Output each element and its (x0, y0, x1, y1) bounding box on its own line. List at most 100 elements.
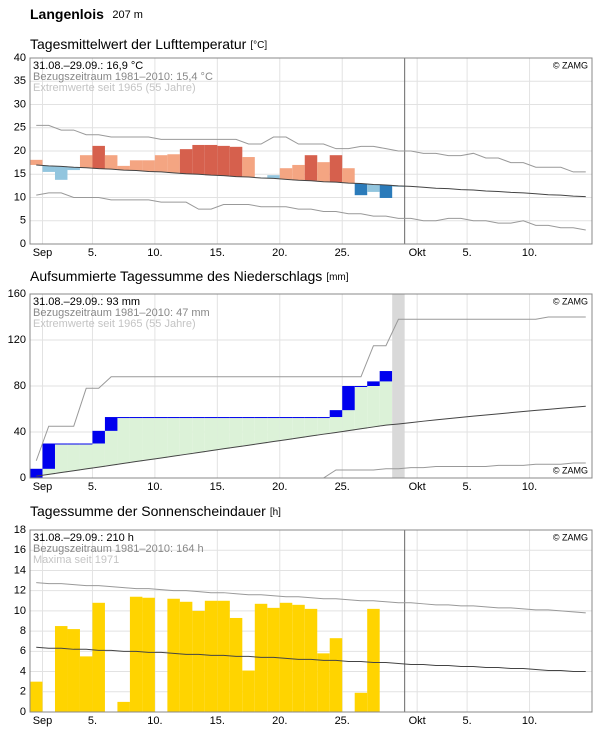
anomaly-area (179, 417, 193, 455)
y-tick-label: 5 (20, 215, 26, 227)
daily-increment (317, 417, 330, 419)
bar (217, 600, 230, 712)
daily-increment (254, 417, 268, 419)
daily-increment (79, 443, 93, 445)
daily-increment (329, 410, 343, 418)
daily-increment (267, 417, 280, 419)
x-tick-label: 10. (147, 715, 162, 727)
anomaly-bar (42, 165, 55, 172)
anomaly-bar (104, 155, 118, 170)
normal-line (36, 646, 586, 673)
y-tick-label: 80 (14, 380, 26, 392)
bar (229, 617, 243, 712)
y-tick-label: 40 (14, 52, 26, 64)
bar (179, 601, 193, 712)
y-tick-label: 15 (14, 168, 26, 180)
credit: © ZAMG (553, 296, 588, 306)
x-tick-label: 5. (88, 247, 97, 259)
y-tick-label: 40 (14, 426, 26, 438)
anomaly-area (317, 417, 330, 435)
anomaly-bar (79, 155, 93, 168)
y-tick-label: 20 (14, 145, 26, 157)
info-text: 31.08.–29.09.: 16,9 °C (33, 60, 143, 72)
anomaly-area (229, 417, 243, 447)
anomaly-bar (54, 166, 68, 180)
y-tick-label: 16 (14, 544, 26, 556)
panel-title-text: Tagessumme der Sonnenscheindauer (30, 503, 266, 519)
x-tick-label: 20. (272, 247, 287, 259)
daily-increment (179, 417, 193, 419)
daily-increment (367, 381, 380, 386)
info-text: Bezugszeitraum 1981–2010: 15,4 °C (33, 71, 213, 83)
extreme-max-line (36, 582, 586, 614)
bar (354, 692, 368, 712)
anomaly-area (354, 386, 368, 429)
x-tick-label: Sep (33, 481, 53, 493)
anomaly-bar (204, 144, 218, 176)
x-tick-label: 15. (210, 481, 225, 493)
x-tick-label: Sep (33, 715, 53, 727)
y-tick-label: 10 (14, 191, 26, 203)
x-tick-label: 25. (335, 247, 350, 259)
daily-increment (142, 417, 155, 419)
bar (267, 607, 280, 712)
x-tick-label: 5. (88, 715, 97, 727)
y-tick-label: 160 (8, 288, 26, 300)
daily-increment (292, 417, 305, 419)
info-text: Bezugszeitraum 1981–2010: 164 h (33, 543, 204, 555)
credit: © ZAMG (553, 465, 588, 475)
bar (67, 629, 80, 712)
x-tick-label: 5. (463, 481, 472, 493)
bar (254, 603, 268, 712)
y-tick-label: 30 (14, 98, 26, 110)
daily-increment (104, 417, 118, 431)
anomaly-bar (30, 159, 43, 165)
bar (329, 638, 343, 712)
anomaly-area (142, 417, 155, 460)
y-tick-label: 12 (14, 585, 26, 597)
anomaly-area (267, 417, 280, 442)
plot-frame (29, 529, 593, 713)
daily-increment (129, 417, 143, 419)
panel-unit: [°C] (250, 40, 267, 51)
normal-line (36, 164, 586, 198)
info-text: Bezugszeitraum 1981–2010: 47 mm (33, 307, 210, 319)
anomaly-bar (367, 184, 380, 192)
station-elevation: 207 m (112, 9, 143, 21)
y-tick-label: 25 (14, 122, 26, 134)
bar (30, 681, 43, 712)
daily-increment (154, 417, 168, 419)
daily-increment (204, 417, 218, 419)
plot-frame (29, 57, 593, 245)
anomaly-area (154, 417, 168, 458)
extreme-min-line (36, 192, 586, 231)
bar (279, 602, 293, 712)
info-text: 31.08.–29.09.: 93 mm (33, 296, 140, 308)
y-tick-label: 0 (20, 706, 26, 718)
x-tick-label: 10. (147, 481, 162, 493)
x-tick-label: 5. (463, 247, 472, 259)
daily-increment (192, 417, 205, 419)
x-tick-label: 15. (210, 247, 225, 259)
y-tick-label: 10 (14, 605, 26, 617)
bar (117, 701, 130, 712)
anomaly-bar (329, 155, 343, 183)
anomaly-area (67, 443, 80, 471)
daily-increment (279, 417, 293, 419)
daily-increment (42, 443, 55, 469)
anomaly-bar (317, 162, 330, 182)
daily-increment (54, 443, 68, 445)
anomaly-bar (354, 183, 368, 196)
bar (54, 626, 68, 712)
anomaly-area (167, 417, 180, 457)
y-tick-label: 8 (20, 625, 26, 637)
anomaly-area (117, 417, 130, 464)
anomaly-bar (267, 175, 280, 179)
anomaly-area (129, 417, 143, 462)
x-tick-label: 25. (335, 481, 350, 493)
header: Langenlois 207 m (30, 6, 143, 24)
panel-unit: [mm] (326, 272, 348, 283)
anomaly-bar (217, 145, 230, 176)
info-text: Extremwerte seit 1965 (55 Jahre) (33, 318, 196, 330)
anomaly-bar (279, 168, 293, 180)
